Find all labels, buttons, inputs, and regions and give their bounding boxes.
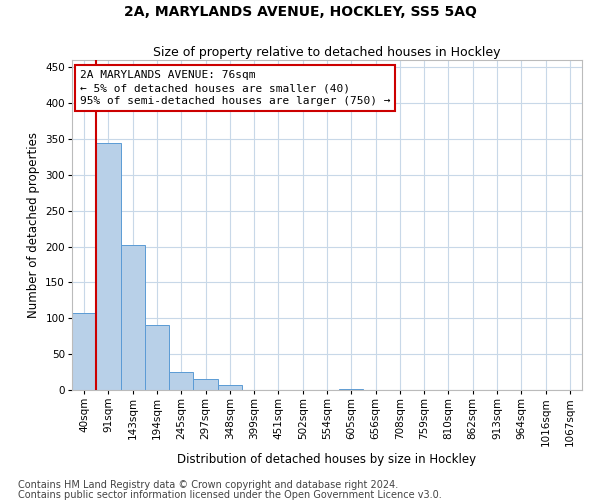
Text: Contains HM Land Registry data © Crown copyright and database right 2024.: Contains HM Land Registry data © Crown c… [18, 480, 398, 490]
Title: Size of property relative to detached houses in Hockley: Size of property relative to detached ho… [153, 46, 501, 59]
Bar [121, 245, 145, 390]
Y-axis label: Number of detached properties: Number of detached properties [27, 132, 40, 318]
Bar [169, 372, 193, 390]
Bar [72, 313, 96, 390]
X-axis label: Distribution of detached houses by size in Hockley: Distribution of detached houses by size … [178, 452, 476, 466]
Bar [218, 385, 242, 390]
Text: 2A, MARYLANDS AVENUE, HOCKLEY, SS5 5AQ: 2A, MARYLANDS AVENUE, HOCKLEY, SS5 5AQ [124, 5, 476, 19]
Bar [193, 378, 218, 390]
Bar [145, 326, 169, 390]
Text: Contains public sector information licensed under the Open Government Licence v3: Contains public sector information licen… [18, 490, 442, 500]
Text: 2A MARYLANDS AVENUE: 76sqm
← 5% of detached houses are smaller (40)
95% of semi-: 2A MARYLANDS AVENUE: 76sqm ← 5% of detac… [80, 70, 390, 106]
Bar [339, 388, 364, 390]
Bar [96, 142, 121, 390]
